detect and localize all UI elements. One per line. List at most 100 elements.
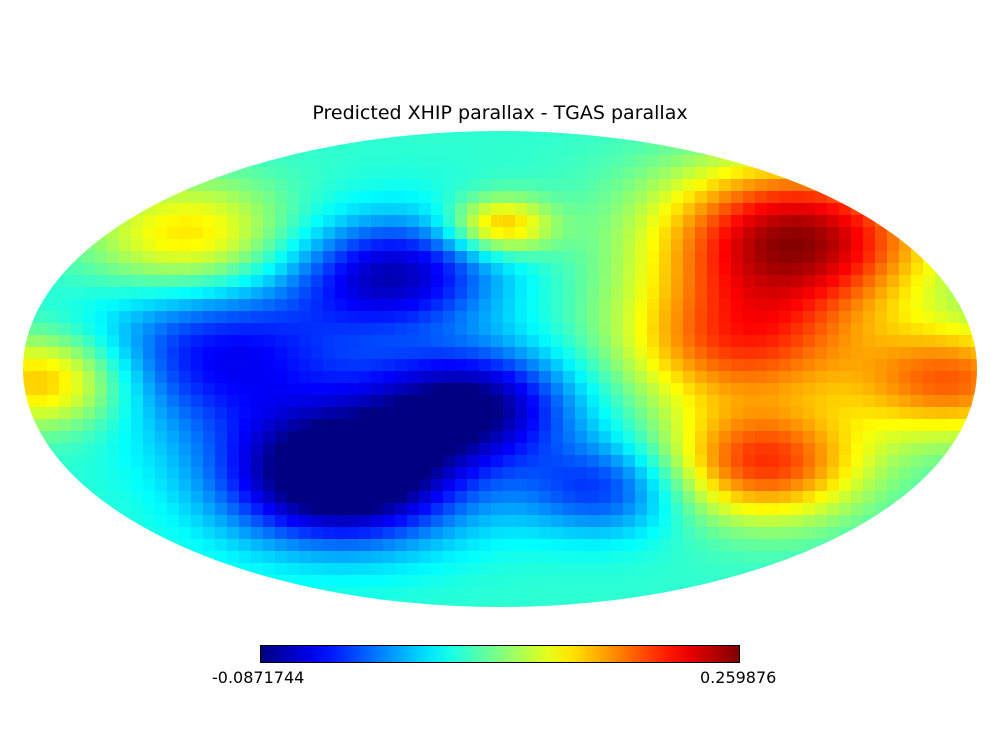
map-pixel xyxy=(599,335,612,348)
map-pixel xyxy=(635,515,648,528)
map-pixel xyxy=(971,311,977,324)
map-pixel xyxy=(695,395,708,408)
map-pixel xyxy=(359,275,372,288)
map-pixel xyxy=(659,287,672,300)
map-pixel xyxy=(623,323,636,336)
map-pixel xyxy=(491,383,504,396)
map-pixel xyxy=(275,563,288,576)
map-pixel xyxy=(611,563,624,576)
map-pixel xyxy=(203,335,216,348)
map-pixel xyxy=(791,431,804,444)
map-pixel xyxy=(383,251,396,264)
map-pixel xyxy=(227,551,240,564)
map-pixel xyxy=(695,263,708,276)
map-pixel xyxy=(503,587,516,600)
map-pixel xyxy=(395,179,408,192)
map-pixel xyxy=(239,263,252,276)
map-pixel xyxy=(539,563,552,576)
map-pixel xyxy=(347,455,360,468)
map-pixel xyxy=(515,203,528,216)
map-pixel xyxy=(467,539,480,552)
map-pixel xyxy=(731,515,744,528)
map-pixel xyxy=(299,227,312,240)
map-pixel xyxy=(83,443,96,456)
map-pixel xyxy=(695,467,708,480)
map-pixel xyxy=(695,179,708,192)
map-pixel xyxy=(371,335,384,348)
map-pixel xyxy=(803,431,816,444)
map-pixel xyxy=(227,371,240,384)
map-pixel xyxy=(275,299,288,312)
map-pixel xyxy=(827,287,840,300)
map-pixel xyxy=(491,491,504,504)
map-pixel xyxy=(527,251,540,264)
map-pixel xyxy=(347,515,360,528)
map-pixel xyxy=(155,467,168,480)
map-pixel xyxy=(191,203,204,216)
map-pixel xyxy=(371,239,384,252)
map-pixel xyxy=(503,563,516,576)
map-pixel xyxy=(527,299,540,312)
map-pixel xyxy=(431,155,444,168)
map-pixel xyxy=(167,431,180,444)
map-pixel xyxy=(227,299,240,312)
map-pixel xyxy=(107,503,120,516)
map-pixel xyxy=(335,275,348,288)
map-pixel xyxy=(227,167,240,180)
map-pixel xyxy=(959,419,972,432)
map-pixel xyxy=(899,491,912,504)
map-pixel xyxy=(419,203,432,216)
map-pixel xyxy=(599,203,612,216)
map-pixel xyxy=(851,479,864,492)
map-pixel xyxy=(359,131,372,144)
map-pixel xyxy=(479,191,492,204)
map-pixel xyxy=(803,335,816,348)
map-pixel xyxy=(875,215,888,228)
map-pixel xyxy=(923,251,936,264)
map-pixel xyxy=(935,311,948,324)
map-pixel xyxy=(155,203,168,216)
map-pixel xyxy=(683,407,696,420)
map-pixel xyxy=(395,359,408,372)
map-pixel xyxy=(323,167,336,180)
map-pixel xyxy=(383,311,396,324)
map-pixel xyxy=(395,323,408,336)
map-pixel xyxy=(383,179,396,192)
map-pixel xyxy=(383,431,396,444)
map-pixel xyxy=(347,599,360,607)
map-pixel xyxy=(407,227,420,240)
map-pixel xyxy=(359,155,372,168)
map-pixel xyxy=(251,359,264,372)
map-pixel xyxy=(491,455,504,468)
map-pixel xyxy=(539,275,552,288)
map-pixel xyxy=(215,563,228,576)
map-pixel xyxy=(695,443,708,456)
map-pixel xyxy=(383,407,396,420)
map-pixel xyxy=(611,275,624,288)
map-pixel xyxy=(695,551,708,564)
map-pixel xyxy=(587,155,600,168)
map-pixel xyxy=(671,419,684,432)
map-pixel xyxy=(839,251,852,264)
map-pixel xyxy=(551,299,564,312)
map-pixel xyxy=(791,491,804,504)
map-pixel xyxy=(443,263,456,276)
map-pixel xyxy=(227,335,240,348)
map-pixel xyxy=(275,503,288,516)
map-pixel xyxy=(371,347,384,360)
map-pixel xyxy=(563,515,576,528)
map-pixel xyxy=(959,407,972,420)
map-pixel xyxy=(491,419,504,432)
map-pixel xyxy=(347,323,360,336)
map-pixel xyxy=(863,407,876,420)
map-pixel xyxy=(863,275,876,288)
map-pixel xyxy=(839,407,852,420)
map-pixel xyxy=(659,503,672,516)
map-pixel xyxy=(539,263,552,276)
map-pixel xyxy=(131,251,144,264)
map-pixel xyxy=(659,467,672,480)
map-pixel xyxy=(431,419,444,432)
map-pixel xyxy=(527,479,540,492)
map-pixel xyxy=(575,167,588,180)
map-pixel xyxy=(479,299,492,312)
